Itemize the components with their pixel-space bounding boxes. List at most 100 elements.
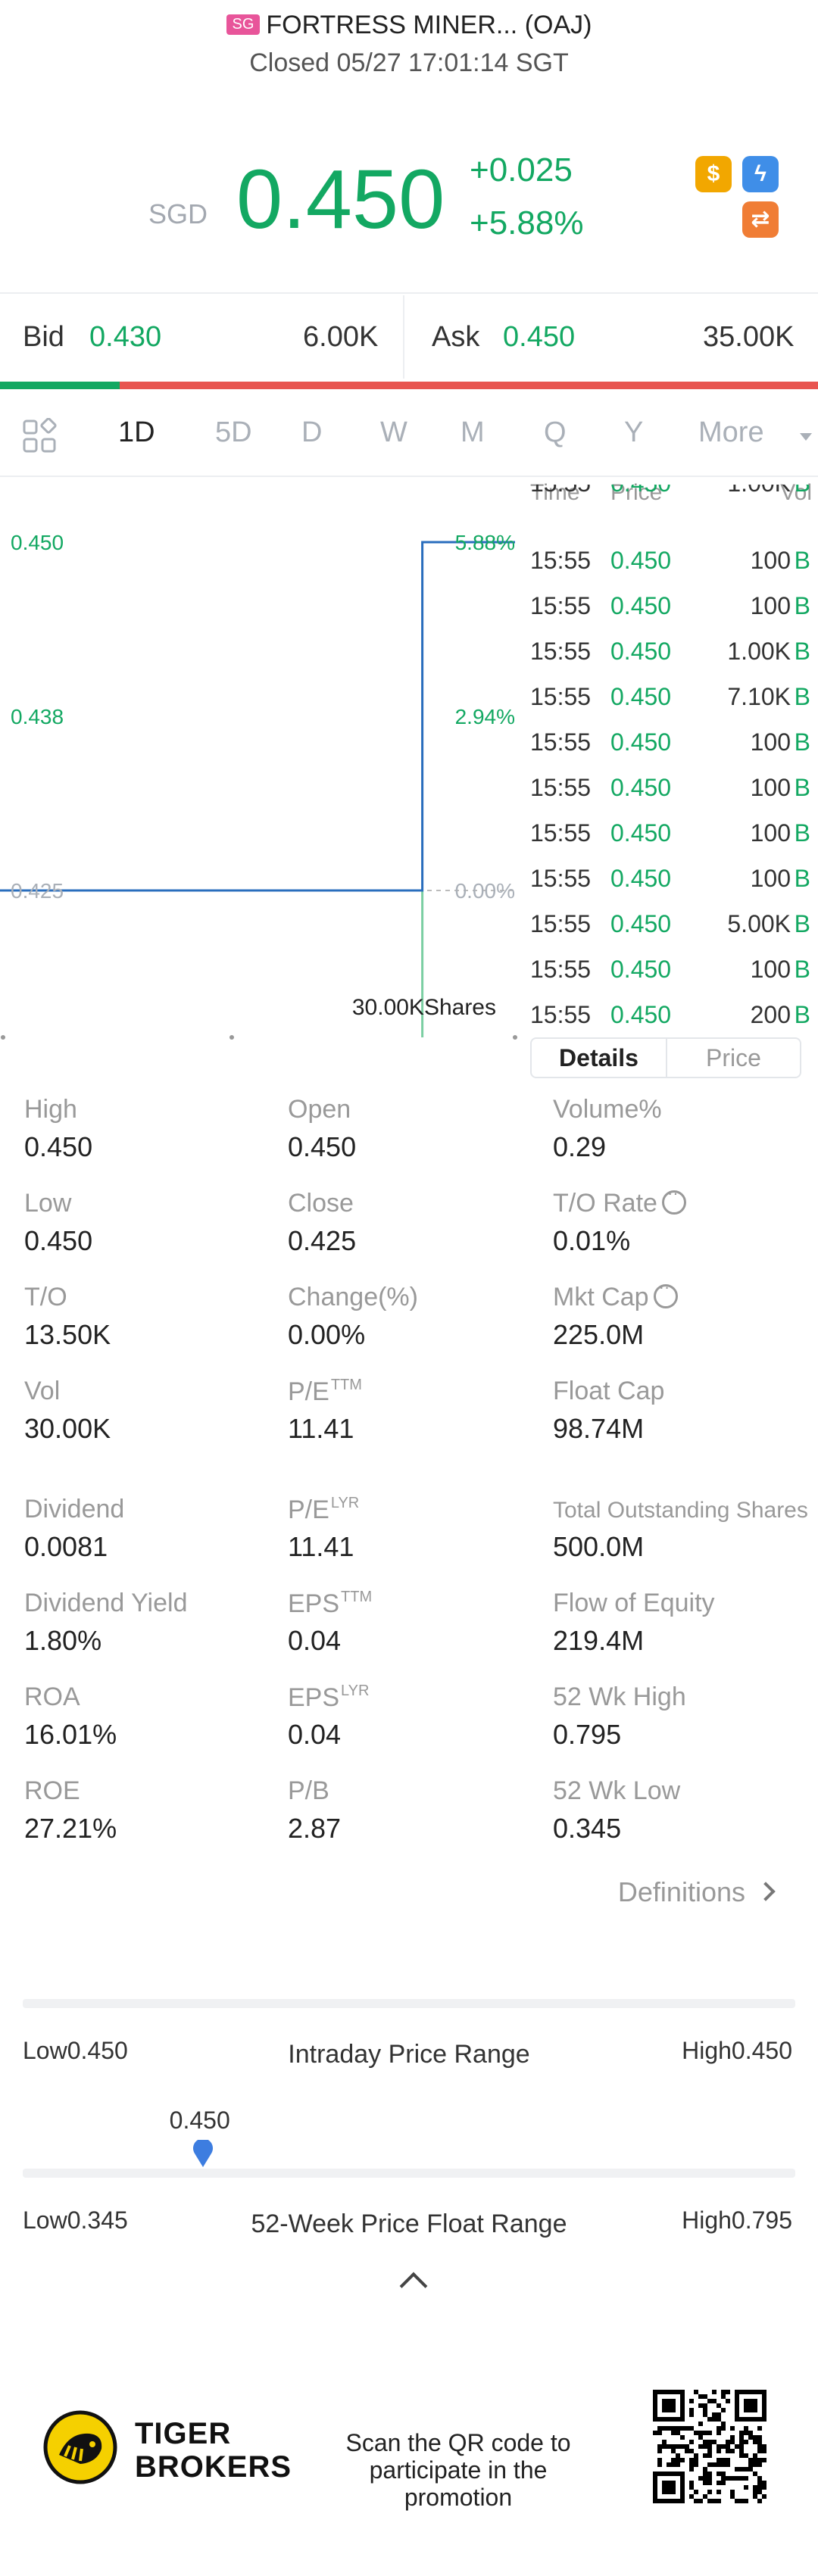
y-tick-price: 0.450 <box>11 531 64 554</box>
tab-m[interactable]: M <box>461 416 485 448</box>
trade-price: 0.450 <box>610 774 672 801</box>
trades-header-time: Time <box>530 480 580 505</box>
trade-row: 15:55 0.450 7.10K B <box>530 672 810 718</box>
price-line <box>0 541 515 892</box>
stat-dividend-yield: Dividend Yield 1.80% <box>24 1589 188 1656</box>
intraday-chart[interactable]: 0.450 0.438 0.425 5.88% 2.94% 0.00% 30.00KShar… <box>0 477 818 1045</box>
stat-52wk-high: 52 Wk High 0.795 <box>553 1683 686 1750</box>
caret-down-icon[interactable] <box>798 432 813 442</box>
definitions-link[interactable]: Definitions <box>618 1876 776 1908</box>
currency-label: SGD <box>148 198 208 229</box>
trade-side: B <box>794 819 810 847</box>
dollar-icon[interactable]: $ <box>695 156 732 192</box>
trade-price: 0.450 <box>610 910 672 937</box>
trade-row: 15:55 0.450 100 B <box>530 945 810 990</box>
brand-line-2: BROKERS <box>135 2450 292 2484</box>
tab-q[interactable]: Q <box>544 416 567 448</box>
stat-52wk-low: 52 Wk Low 0.345 <box>553 1776 681 1844</box>
flash-icon[interactable]: ϟ <box>742 156 779 192</box>
stat-open: Open 0.450 <box>288 1095 357 1162</box>
x-tick-label: 08:30 <box>11 1041 64 1045</box>
x-tick-label: 17:16 <box>456 1041 509 1045</box>
promo-text: Scan the QR code to participate in the p… <box>345 2429 571 2511</box>
trade-side: B <box>794 910 810 937</box>
stat-total-shares: Total Outstanding Shares 500.0M <box>553 1498 808 1562</box>
trade-side: B <box>794 547 810 574</box>
trade-time: 15:55 <box>530 865 592 892</box>
trade-price: 0.450 <box>610 1001 672 1028</box>
trade-time: 15:55 <box>530 819 592 847</box>
chart-layout-icon[interactable] <box>21 418 58 454</box>
tab-d[interactable]: D <box>301 416 323 448</box>
price-tab[interactable]: Price <box>706 1044 761 1071</box>
swap-icon[interactable]: ⇄ <box>742 201 779 238</box>
stat-volume-pct: Volume% 0.29 <box>553 1095 662 1162</box>
trade-price: 0.450 <box>610 819 672 847</box>
trade-vol: 1.00K <box>727 638 791 665</box>
y-tick-pct: 5.88% <box>455 531 515 554</box>
bid-ask-bar: Bid 0.430 6.00K Ask 0.450 35.00K <box>0 295 818 379</box>
ask-label: Ask <box>432 321 480 353</box>
trade-row: 15:55 0.450 100 B <box>530 854 810 900</box>
tiger-logo-icon <box>43 2410 117 2484</box>
trade-side: B <box>794 865 810 892</box>
details-tab[interactable]: Details <box>532 1039 667 1077</box>
trade-price: 0.450 <box>610 547 672 574</box>
trade-side: B <box>795 485 810 497</box>
tab-w[interactable]: W <box>380 416 407 448</box>
52wk-marker-value: 0.450 <box>169 2107 230 2134</box>
trade-vol: 5.00K <box>727 910 791 937</box>
trade-time: 15:55 <box>530 547 592 574</box>
stat-eps-ttm: EPS TTM 0.04 <box>288 1589 373 1656</box>
trade-vol: 100 <box>750 956 791 983</box>
tab-1d[interactable]: 1D <box>118 416 155 448</box>
52wk-range-title: 52-Week Price Float Range <box>251 2210 567 2238</box>
trade-row: 15:55 0.450 200 B <box>530 990 810 1036</box>
brand-line-1: TIGER <box>135 2417 232 2450</box>
bid-ask-separator <box>403 295 404 379</box>
trade-side: B <box>794 592 810 619</box>
info-icon[interactable] <box>661 1184 686 1215</box>
trade-price: 0.450 <box>610 956 672 983</box>
tab-more[interactable]: More <box>698 416 764 448</box>
stat-to: T/O 13.50K <box>24 1283 111 1350</box>
intraday-high: High0.450 <box>682 2037 792 2064</box>
52wk-range-bar <box>23 2169 795 2178</box>
header: SG FORTRESS MINER... (OAJ) Closed 05/27 1… <box>0 0 818 91</box>
trade-vol: 100 <box>750 774 791 801</box>
chevron-up-icon[interactable] <box>399 2272 428 2300</box>
x-tick-dot <box>1 1035 5 1040</box>
volume-label: 30.00KShares <box>352 995 496 1020</box>
trade-row: 15:55 0.450 5.00K B <box>530 900 810 945</box>
intraday-low: Low0.450 <box>23 2037 128 2064</box>
trade-time: 15:55 <box>530 774 592 801</box>
info-icon[interactable] <box>653 1277 678 1308</box>
x-tick-label: 12:00/13:00 <box>176 1041 288 1045</box>
chevron-right-icon <box>756 1882 776 1901</box>
52wk-low: Low0.345 <box>23 2206 128 2234</box>
stat-vol: Vol 30.00K <box>24 1377 111 1444</box>
qr-code <box>653 2390 766 2503</box>
trade-row: 15:55 0.450 100 B <box>530 582 810 627</box>
trade-price: 0.450 <box>610 638 672 665</box>
trade-price: 0.450 <box>610 728 672 756</box>
promo-footer: TIGER BROKERS Scan the QR code to partic… <box>0 2362 818 2576</box>
trade-vol: 100 <box>750 819 791 847</box>
tab-y[interactable]: Y <box>624 416 644 448</box>
trade-row-partial: 15:55 0.450 1.00K B <box>530 485 810 504</box>
trade-side: B <box>794 728 810 756</box>
ask-qty: 35.00K <box>703 321 795 353</box>
trade-vol: 100 <box>750 865 791 892</box>
stat-pb: P/B 2.87 <box>288 1776 342 1844</box>
52wk-high: High0.795 <box>682 2206 792 2234</box>
trade-time: 15:55 <box>530 910 592 937</box>
trade-row: 15:55 0.450 100 B <box>530 536 810 582</box>
tab-5d[interactable]: 5D <box>215 416 252 448</box>
trade-time: 15:55 <box>530 683 592 710</box>
y-tick-price: 0.438 <box>11 705 64 728</box>
bid-qty: 6.00K <box>303 321 379 353</box>
trade-vol: 200 <box>750 1001 791 1028</box>
trade-row: 15:55 0.450 100 B <box>530 718 810 763</box>
trade-vol: 100 <box>750 547 791 574</box>
stock-name: FORTRESS MINER... (OAJ) <box>266 11 592 39</box>
